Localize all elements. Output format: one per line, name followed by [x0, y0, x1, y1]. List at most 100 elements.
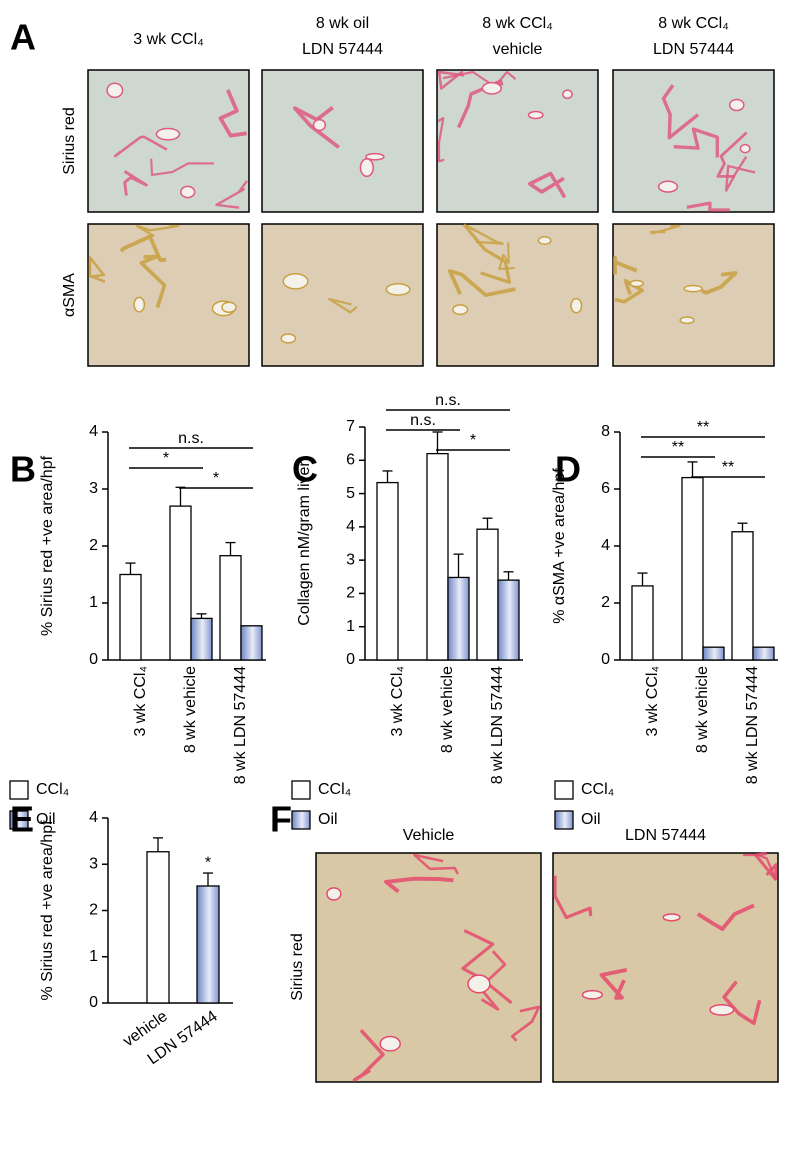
vessel: [570, 297, 583, 314]
column-header: Vehicle: [403, 827, 455, 844]
vessel: [739, 143, 751, 154]
significance-label: n.s.: [435, 392, 461, 409]
panel-letter: D: [555, 449, 581, 490]
panel-letter: A: [10, 17, 36, 58]
vessel: [662, 913, 681, 922]
tissue-strand: [413, 853, 460, 875]
y-axis-label: % Sirius red +ve area/hpf: [39, 455, 56, 636]
bar: [196, 885, 220, 1004]
tissue-strand: [510, 1005, 541, 1042]
micrograph: [552, 852, 779, 1083]
tissue-strand: [292, 106, 341, 149]
micrograph: [315, 852, 542, 1083]
tissue-strand: [661, 84, 700, 140]
x-tick-label: 8 wk vehicle: [694, 666, 711, 753]
x-tick-label: 3 wk CCl₄: [132, 666, 149, 737]
significance-label: *: [205, 854, 211, 871]
legend-swatch: [554, 780, 574, 800]
tissue-strand: [701, 271, 738, 295]
tissue-strand: [673, 127, 719, 158]
significance-label: **: [697, 419, 709, 436]
tissue-strand: [743, 853, 777, 880]
vessel: [385, 282, 411, 296]
bar: [169, 505, 192, 661]
x-tick-label: 8 wk vehicle: [182, 666, 199, 753]
tissue-strand: [437, 116, 445, 163]
legend-label: CCl₄: [36, 781, 69, 798]
y-tick-label: 2: [89, 902, 98, 919]
legend-label: Oil: [36, 811, 56, 828]
vessel: [709, 1004, 735, 1016]
tissue-strand: [327, 297, 358, 314]
y-axis-label: % αSMA +ve area/hpf: [551, 468, 568, 624]
y-tick-label: 1: [89, 948, 98, 965]
tissue-strand: [613, 255, 638, 276]
micrograph: [612, 223, 775, 367]
x-tick-label: 3 wk CCl₄: [389, 666, 406, 737]
significance-label: **: [672, 439, 684, 456]
y-tick-label: 3: [89, 855, 98, 872]
vessel: [562, 89, 573, 100]
micrograph: [261, 69, 424, 213]
y-tick-label: 4: [89, 423, 98, 440]
vessel: [106, 82, 124, 99]
x-tick-label: 8 wk vehicle: [439, 666, 456, 753]
tissue-strand: [218, 89, 247, 138]
vessel: [527, 110, 544, 120]
vessel: [359, 158, 375, 178]
tissue-strand: [135, 224, 180, 238]
tissue-strand: [352, 1029, 385, 1082]
significance-label: n.s.: [178, 430, 204, 447]
tissue-strand: [461, 929, 513, 1005]
row-label: αSMA: [61, 273, 78, 317]
vessel: [679, 316, 695, 325]
tissue-strand: [466, 224, 504, 245]
vessel: [481, 81, 502, 95]
bar: [426, 452, 449, 661]
tissue-strand: [437, 70, 465, 90]
bar: [631, 585, 654, 661]
x-tick-label: 3 wk CCl₄: [644, 666, 661, 737]
legend-swatch: [9, 780, 29, 800]
vessel: [280, 333, 297, 344]
y-axis-label: Collagen nM/gram liver: [296, 461, 313, 626]
significance-label: n.s.: [410, 412, 436, 429]
tissue-strand: [724, 155, 756, 192]
x-tick-label: 8 wk LDN 57444: [489, 666, 506, 784]
column-header: 8 wk CCl₄: [658, 15, 729, 32]
micrograph: [612, 69, 775, 213]
tissue-strand: [462, 223, 512, 285]
y-tick-label: 6: [601, 480, 610, 497]
panel-letter: B: [10, 449, 36, 490]
vessel: [629, 279, 645, 288]
tissue-strand: [553, 875, 593, 920]
vessel: [312, 118, 327, 132]
vessel: [467, 974, 491, 994]
vessel: [282, 273, 309, 290]
y-tick-label: 0: [601, 651, 610, 668]
column-header: LDN 57444: [625, 827, 706, 844]
bar: [731, 531, 754, 661]
vessel: [221, 301, 237, 313]
y-tick-label: 2: [601, 594, 610, 611]
tissue-strand: [456, 79, 504, 129]
significance-label: *: [163, 450, 169, 467]
vessel: [657, 180, 679, 193]
y-tick-label: 8: [601, 423, 610, 440]
bar: [447, 576, 470, 661]
tissue-strand: [150, 158, 214, 176]
tissue-strand: [215, 180, 248, 209]
column-header: LDN 57444: [653, 41, 734, 58]
bar: [497, 579, 520, 661]
tissue-strand: [686, 201, 730, 212]
panel-letter: E: [10, 799, 34, 840]
x-tick-label: 8 wk LDN 57444: [744, 666, 761, 784]
legend-label: Oil: [581, 811, 601, 828]
legend-swatch: [291, 780, 311, 800]
vessel: [326, 887, 342, 901]
row-label: Sirius red: [61, 107, 78, 175]
micrograph: [436, 69, 599, 213]
y-tick-label: 0: [89, 994, 98, 1011]
bar: [146, 851, 170, 1004]
